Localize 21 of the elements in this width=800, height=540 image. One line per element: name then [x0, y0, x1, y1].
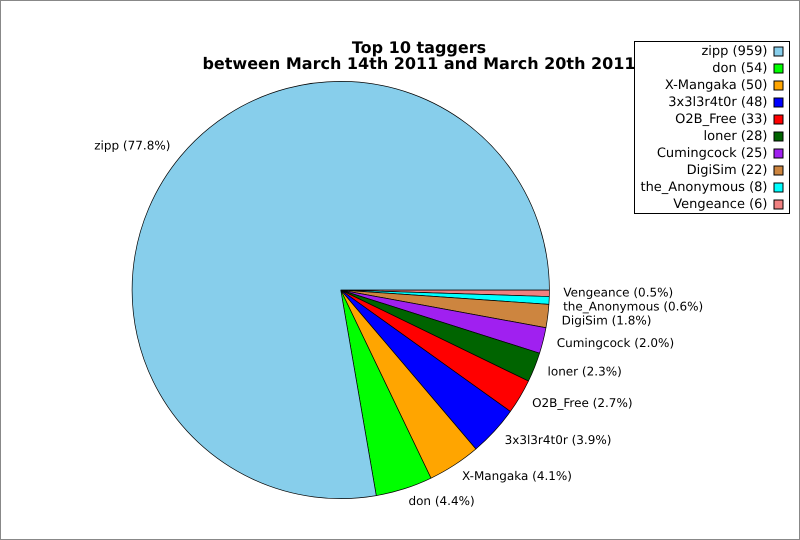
data-label: O2B_Free (2.7%) — [532, 396, 633, 410]
legend-label: Vengeance (6) — [673, 196, 768, 212]
legend-label: 3x3l3r4t0r (48) — [668, 94, 768, 110]
legend-label: X-Mangaka (50) — [664, 78, 768, 93]
legend-label: zipp (959) — [701, 44, 768, 59]
data-label: Cumingcock (2.0%) — [556, 336, 674, 350]
legend-label: DigiSim (22) — [686, 162, 768, 178]
legend-label: loner (28) — [704, 128, 768, 144]
data-label: the_Anonymous (0.6%) — [563, 300, 704, 314]
legend-label: the_Anonymous (8) — [640, 180, 768, 195]
legend-label: Cumingcock (25) — [656, 146, 768, 161]
data-label: 3x3l3r4t0r (3.9%) — [504, 432, 612, 447]
chart-title: Top 10 taggers — [352, 38, 486, 58]
data-label: Vengeance (0.5%) — [563, 286, 674, 300]
data-label: zipp (77.8%) — [94, 138, 170, 153]
data-label: DigiSim (1.8%) — [562, 314, 652, 328]
legend-label: O2B_Free (33) — [675, 112, 768, 127]
data-label: X-Mangaka (4.1%) — [462, 468, 572, 483]
data-label: don (4.4%) — [408, 494, 475, 508]
legend-label: don (54) — [712, 60, 768, 76]
data-label: loner (2.3%) — [548, 364, 622, 379]
